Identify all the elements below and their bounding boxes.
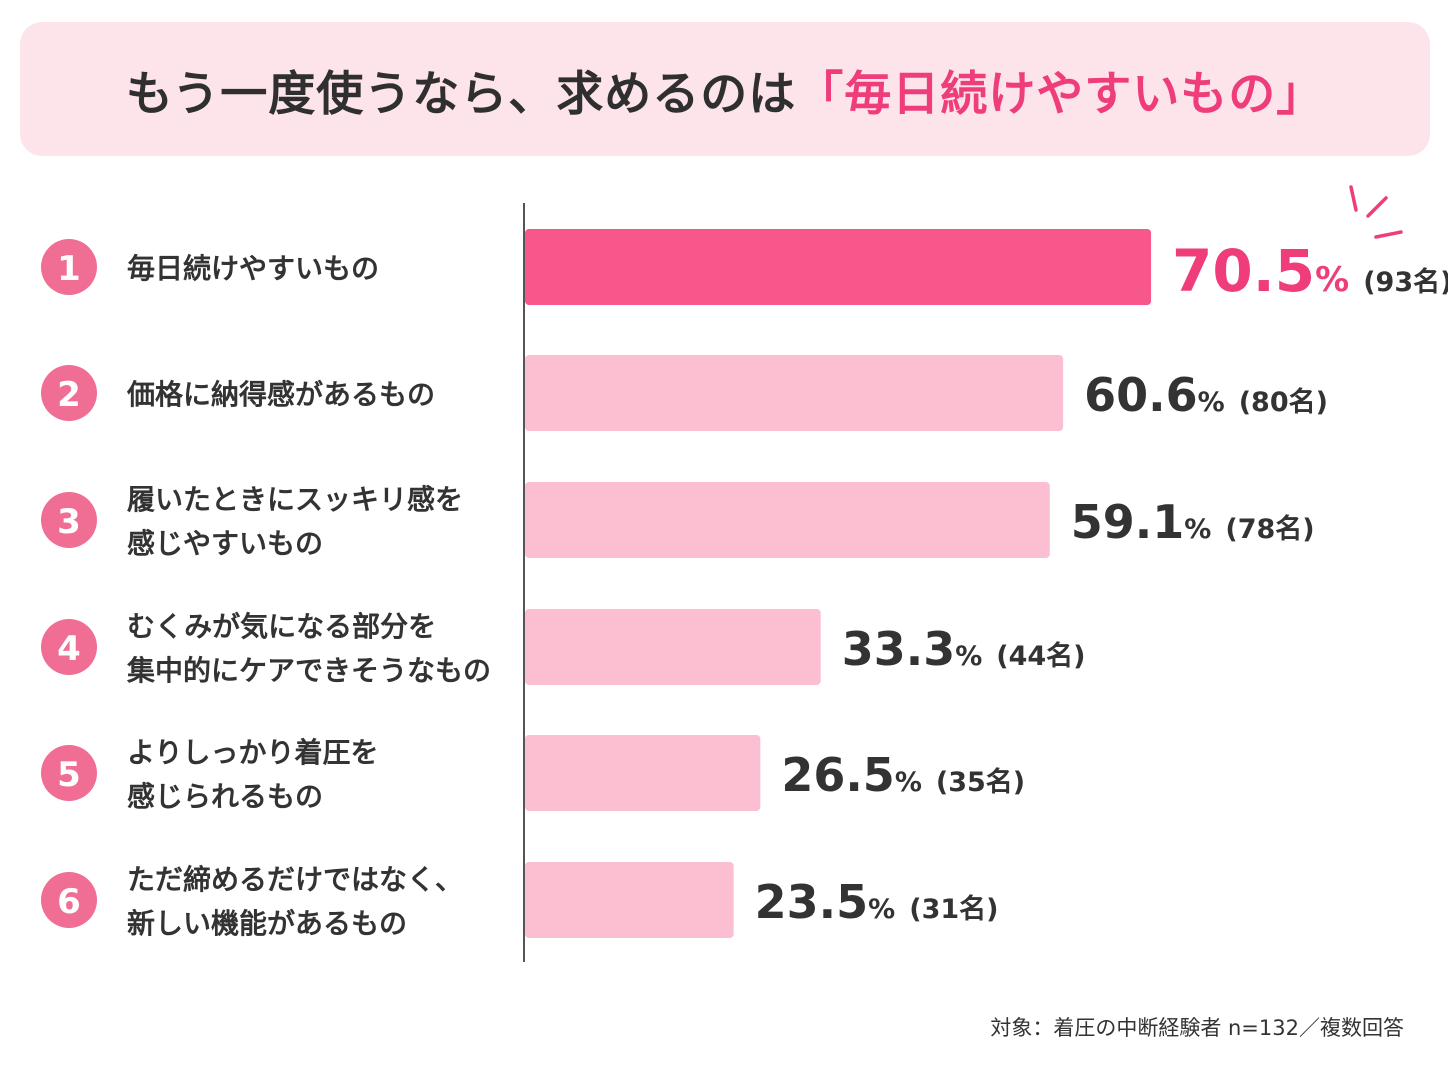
rank-number: 6 — [57, 882, 81, 922]
data-label-value: 59.1 — [1071, 495, 1185, 549]
rank-number: 4 — [57, 629, 81, 669]
data-label-count: (44名) — [996, 640, 1085, 672]
data-label-unit: % — [895, 767, 922, 798]
emphasis-mark — [1374, 230, 1403, 239]
category-label-line: 感じられるもの — [127, 780, 323, 813]
title-highlight: 「毎日続けやすいもの」 — [796, 66, 1325, 122]
data-label-value: 70.5 — [1172, 237, 1315, 305]
data-label-value: 23.5 — [755, 875, 869, 929]
rank-number: 1 — [57, 249, 81, 289]
rank-badge — [41, 745, 97, 801]
data-label: 23.5% (31名) — [755, 875, 999, 929]
bar — [525, 482, 1050, 558]
rank-badge — [41, 492, 97, 548]
data-label: 26.5% (35名) — [781, 748, 1025, 802]
chart-title: もう一度使うなら、求めるのは「毎日続けやすいもの」 — [126, 55, 1325, 124]
data-label-unit: % — [868, 894, 895, 925]
category-label: よりしっかり着圧を感じられるもの — [127, 736, 378, 813]
data-label: 33.3% (44名) — [842, 622, 1086, 676]
category-label: 毎日続けやすいもの — [127, 252, 379, 285]
rank-number: 3 — [57, 502, 81, 542]
data-label-count: (78名) — [1225, 513, 1314, 545]
category-label-line: 集中的にケアできそうなもの — [126, 654, 491, 687]
data-label-value: 33.3 — [842, 622, 956, 676]
rank-badge — [41, 619, 97, 675]
data-label-count: (35名) — [936, 766, 1025, 798]
data-label-unit: % — [1315, 260, 1349, 300]
rank-number: 2 — [57, 375, 81, 415]
bar — [525, 735, 761, 811]
data-label: 70.5% (93名) — [1172, 237, 1448, 305]
data-label: 59.1% (78名) — [1071, 495, 1315, 549]
category-label-line: むくみが気になる部分を — [127, 610, 436, 643]
data-label-count: (93名) — [1363, 266, 1448, 298]
rank-badge — [41, 239, 97, 295]
category-label: ただ締めるだけではなく、新しい機能があるもの — [127, 863, 463, 940]
rank-badge — [41, 365, 97, 421]
category-label: 価格に納得感があるもの — [126, 378, 435, 411]
data-label-count: (31名) — [909, 893, 998, 925]
data-label-unit: % — [955, 641, 982, 672]
title-prefix: もう一度使うなら、求めるのは — [125, 66, 797, 122]
data-label-value: 60.6 — [1084, 368, 1198, 422]
data-label-count: (80名) — [1239, 386, 1328, 418]
bar — [525, 229, 1152, 305]
footnote: 対象：着圧の中断経験者 n=132／複数回答 — [990, 1016, 1404, 1040]
category-label-line: ただ締めるだけではなく、 — [127, 863, 463, 896]
data-label-unit: % — [1184, 514, 1211, 545]
data-label-value: 26.5 — [781, 748, 895, 802]
title-banner: もう一度使うなら、求めるのは「毎日続けやすいもの」 — [20, 22, 1430, 156]
data-label-unit: % — [1198, 387, 1225, 418]
category-label-line: よりしっかり着圧を — [127, 736, 378, 769]
emphasis-mark — [1366, 196, 1388, 218]
bar — [525, 609, 821, 685]
category-label-line: 履いたときにスッキリ感を — [127, 483, 463, 516]
category-label: 履いたときにスッキリ感を感じやすいもの — [127, 483, 463, 560]
rank-badge — [41, 872, 97, 928]
category-label-line: 感じやすいもの — [127, 527, 323, 560]
category-label: むくみが気になる部分を集中的にケアできそうなもの — [126, 610, 491, 687]
bar — [525, 862, 734, 938]
category-label-line: 新しい機能があるもの — [127, 907, 407, 940]
rank-number: 5 — [57, 755, 81, 795]
bar — [525, 355, 1064, 431]
data-label: 60.6% (80名) — [1084, 368, 1328, 422]
emphasis-mark — [1349, 185, 1358, 212]
